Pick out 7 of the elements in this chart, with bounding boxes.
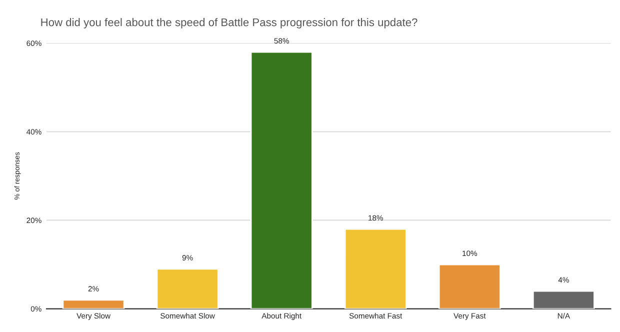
bar xyxy=(344,228,407,309)
bar xyxy=(250,51,313,309)
bar xyxy=(532,290,595,309)
bar xyxy=(62,299,125,309)
bar xyxy=(438,264,501,309)
bar xyxy=(156,268,219,309)
chart-title: How did you feel about the speed of Battle Pass progression for this update? xyxy=(41,18,418,28)
